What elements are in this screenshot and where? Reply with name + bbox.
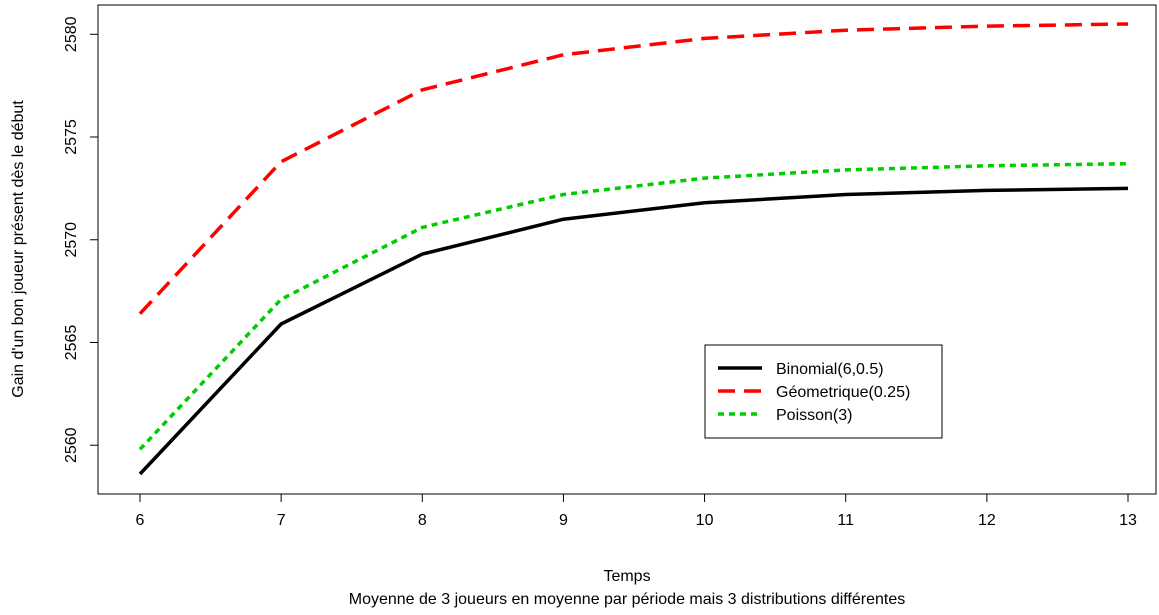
x-tick-label: 9 (559, 512, 568, 529)
series-layer (138, 22, 1129, 476)
x-tick-label: 12 (978, 512, 996, 529)
series-line-1 (138, 22, 1129, 315)
x-tick-label: 11 (837, 512, 854, 529)
y-tick-label: 2580 (63, 16, 80, 52)
x-tick-label: 8 (418, 512, 427, 529)
y-tick-label: 2560 (63, 427, 80, 463)
legend: Binomial(6,0.5) Géometrique(0.25) Poisson(… (704, 344, 943, 439)
y-tick-label: 2570 (63, 222, 80, 258)
y-axis: 2560 2565 2570 2575 2580 (63, 16, 99, 463)
x-tick-label: 10 (696, 512, 714, 529)
y-axis-title: Gain d'un bon joueur présent dès le débu… (10, 100, 27, 398)
series-line-2 (138, 161, 1129, 451)
chart-caption: Moyenne de 3 joueurs en moyenne par péri… (349, 591, 905, 608)
plot-frame (97, 4, 1157, 495)
x-tick-label: 6 (136, 512, 145, 529)
x-tick-label: 7 (277, 512, 286, 529)
x-axis: 6 7 8 9 10 11 12 13 (136, 493, 1137, 529)
x-axis-title: Temps (603, 568, 650, 585)
y-tick-label: 2565 (63, 325, 80, 361)
legend-label-0: Binomial(6,0.5) (776, 361, 884, 378)
legend-label-1: Géometrique(0.25) (776, 384, 910, 401)
y-tick-label: 2575 (63, 119, 80, 155)
series-line-0 (138, 186, 1129, 476)
legend-label-2: Poisson(3) (776, 407, 852, 424)
x-tick-label: 13 (1119, 512, 1137, 529)
